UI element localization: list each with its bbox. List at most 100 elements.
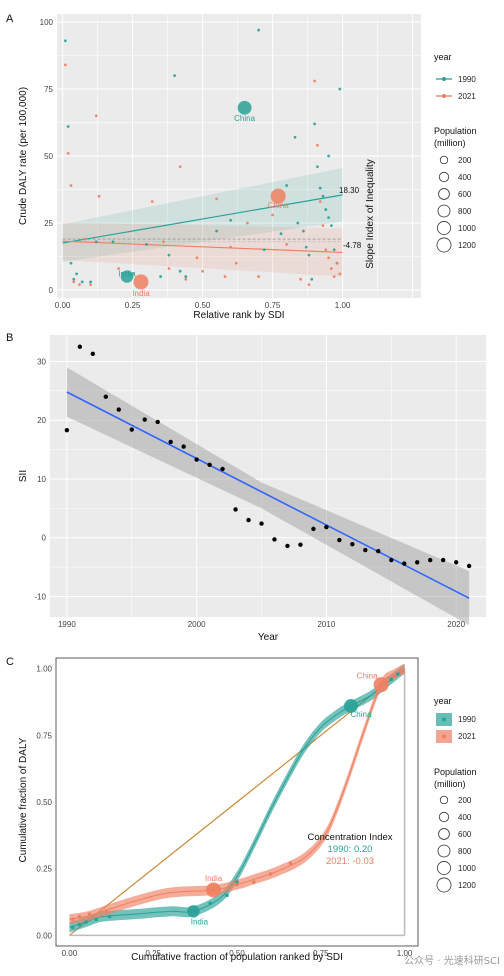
tick-a-x: 1.00: [335, 301, 351, 310]
legend-pop-label: 1200: [458, 881, 476, 890]
legend-c-pop-title-2: (million): [434, 779, 466, 789]
point-a-1990: [327, 216, 330, 220]
legend-pop-label: 400: [458, 813, 472, 822]
point-a-2021: [69, 184, 73, 187]
point-b: [77, 344, 83, 349]
point-a-1990: [75, 272, 78, 276]
panel-c-y-axis-title: Cumulative fraction of DALY: [18, 737, 29, 862]
point-b: [363, 547, 368, 553]
point-a-2021: [313, 79, 316, 83]
point-b: [90, 351, 96, 356]
point-c-1990: [107, 914, 112, 919]
watermark: 公众号 · 光速科研SCI: [404, 954, 500, 967]
point-c-2021: [104, 909, 109, 914]
point-a-2021: [324, 248, 328, 252]
point-a-2021: [78, 283, 81, 287]
point-a-1990: [89, 280, 92, 284]
tick-a-y: 0: [49, 286, 54, 295]
point-b: [155, 419, 160, 425]
concentration-index-2021: 2021: -0.03: [326, 856, 374, 867]
legend-pop-circle: [437, 221, 451, 235]
panel-c-ticks: 0.00 0.25 0.50 0.75 1.00 0.00 0.25 0.50 0.75 1.00: [36, 665, 413, 958]
point-b: [428, 557, 433, 563]
point-a-2021: [195, 256, 199, 260]
legend-pop-circle: [437, 861, 451, 875]
legend-pop-label: 800: [458, 847, 472, 856]
point-a-2021: [338, 272, 342, 276]
tick-c-x: 1.00: [397, 949, 413, 958]
panel-a-legend: year 1990 2021 Population (million) 200 4…: [434, 52, 477, 253]
legend-pop-label: 1000: [458, 864, 476, 873]
point-a-2021: [178, 165, 182, 169]
point-a-2021: [184, 277, 188, 281]
point-c-india-2021: [206, 882, 222, 898]
legend-pop-circle: [439, 795, 449, 805]
legend-pop-label: 600: [458, 830, 472, 839]
point-b: [103, 394, 108, 399]
point-a-1990: [178, 269, 182, 273]
point-a-1990: [111, 240, 115, 244]
point-a-1990: [66, 125, 70, 128]
point-a-china-1990: [237, 100, 252, 115]
point-b: [233, 507, 238, 512]
equality-line-c: [69, 668, 405, 936]
point-c-1990: [389, 677, 393, 682]
point-a-1990: [293, 135, 297, 139]
panel-c-grid: [69, 668, 406, 937]
point-a-1990: [64, 39, 67, 43]
point-c-china-2021: [373, 677, 389, 693]
point-b: [181, 444, 186, 449]
point-b: [116, 407, 121, 412]
tick-c-y: 0.50: [36, 798, 52, 807]
point-b: [194, 457, 199, 462]
tick-a-x: 0.50: [195, 301, 211, 310]
point-b: [298, 542, 303, 547]
point-c-2021: [87, 912, 92, 916]
point-a-2021: [162, 240, 165, 244]
point-a-2021: [318, 200, 322, 203]
point-a-1990: [285, 184, 288, 187]
point-c-1990: [77, 922, 82, 927]
tick-c-x: 0.50: [229, 949, 245, 958]
tick-a-y: 75: [44, 85, 53, 94]
curve-band-c-1990: [69, 663, 405, 933]
legend-pop-circle: [436, 237, 452, 253]
legend-c-year-title: year: [434, 696, 452, 706]
legend-pop-label: 200: [458, 156, 472, 165]
legend-pop-circle: [437, 204, 451, 218]
panel-c-x-axis-title: Cumulative fraction of population ranked…: [131, 952, 343, 963]
panel-a-country-labels: China China India India: [118, 114, 289, 298]
point-b: [311, 526, 316, 532]
point-c-china-1990: [344, 699, 358, 713]
panel-b-confidence-band: [66, 367, 470, 626]
tick-c-x: 0.25: [145, 949, 161, 958]
panel-a-plot: China China India India: [57, 14, 421, 298]
legend-a-2021-label: 2021: [458, 92, 476, 101]
label-a-india-1990: India: [118, 270, 136, 279]
point-a-2021: [229, 245, 233, 249]
point-b: [440, 557, 446, 563]
point-a-1990: [159, 275, 163, 278]
point-a-1990: [304, 245, 308, 249]
label-a-china-1990: China: [234, 114, 255, 123]
panel-b-y-axis-title: SII: [18, 470, 29, 482]
point-b: [415, 560, 420, 565]
point-a-1990: [302, 229, 305, 233]
panel-a-tag: A: [6, 13, 14, 25]
tick-c-y: 0.75: [36, 731, 52, 740]
tick-b-x: 2010: [317, 620, 335, 629]
point-a-2021: [223, 275, 227, 278]
point-a-2021: [246, 221, 249, 225]
tick-a-y: 25: [44, 219, 53, 228]
point-a-2021: [150, 200, 154, 203]
point-a-1990: [321, 194, 325, 198]
point-c-1990: [396, 672, 400, 676]
panel-a-points: [64, 28, 342, 290]
point-b: [389, 557, 394, 563]
point-b: [402, 561, 407, 566]
tick-c-y: 0.00: [36, 931, 52, 940]
point-c-2021: [268, 872, 273, 876]
point-b: [285, 543, 290, 549]
point-c-2021: [251, 880, 256, 884]
panel-b-ticks: -10 0 10 20 30 1990 2000 2010 2020: [34, 357, 465, 629]
